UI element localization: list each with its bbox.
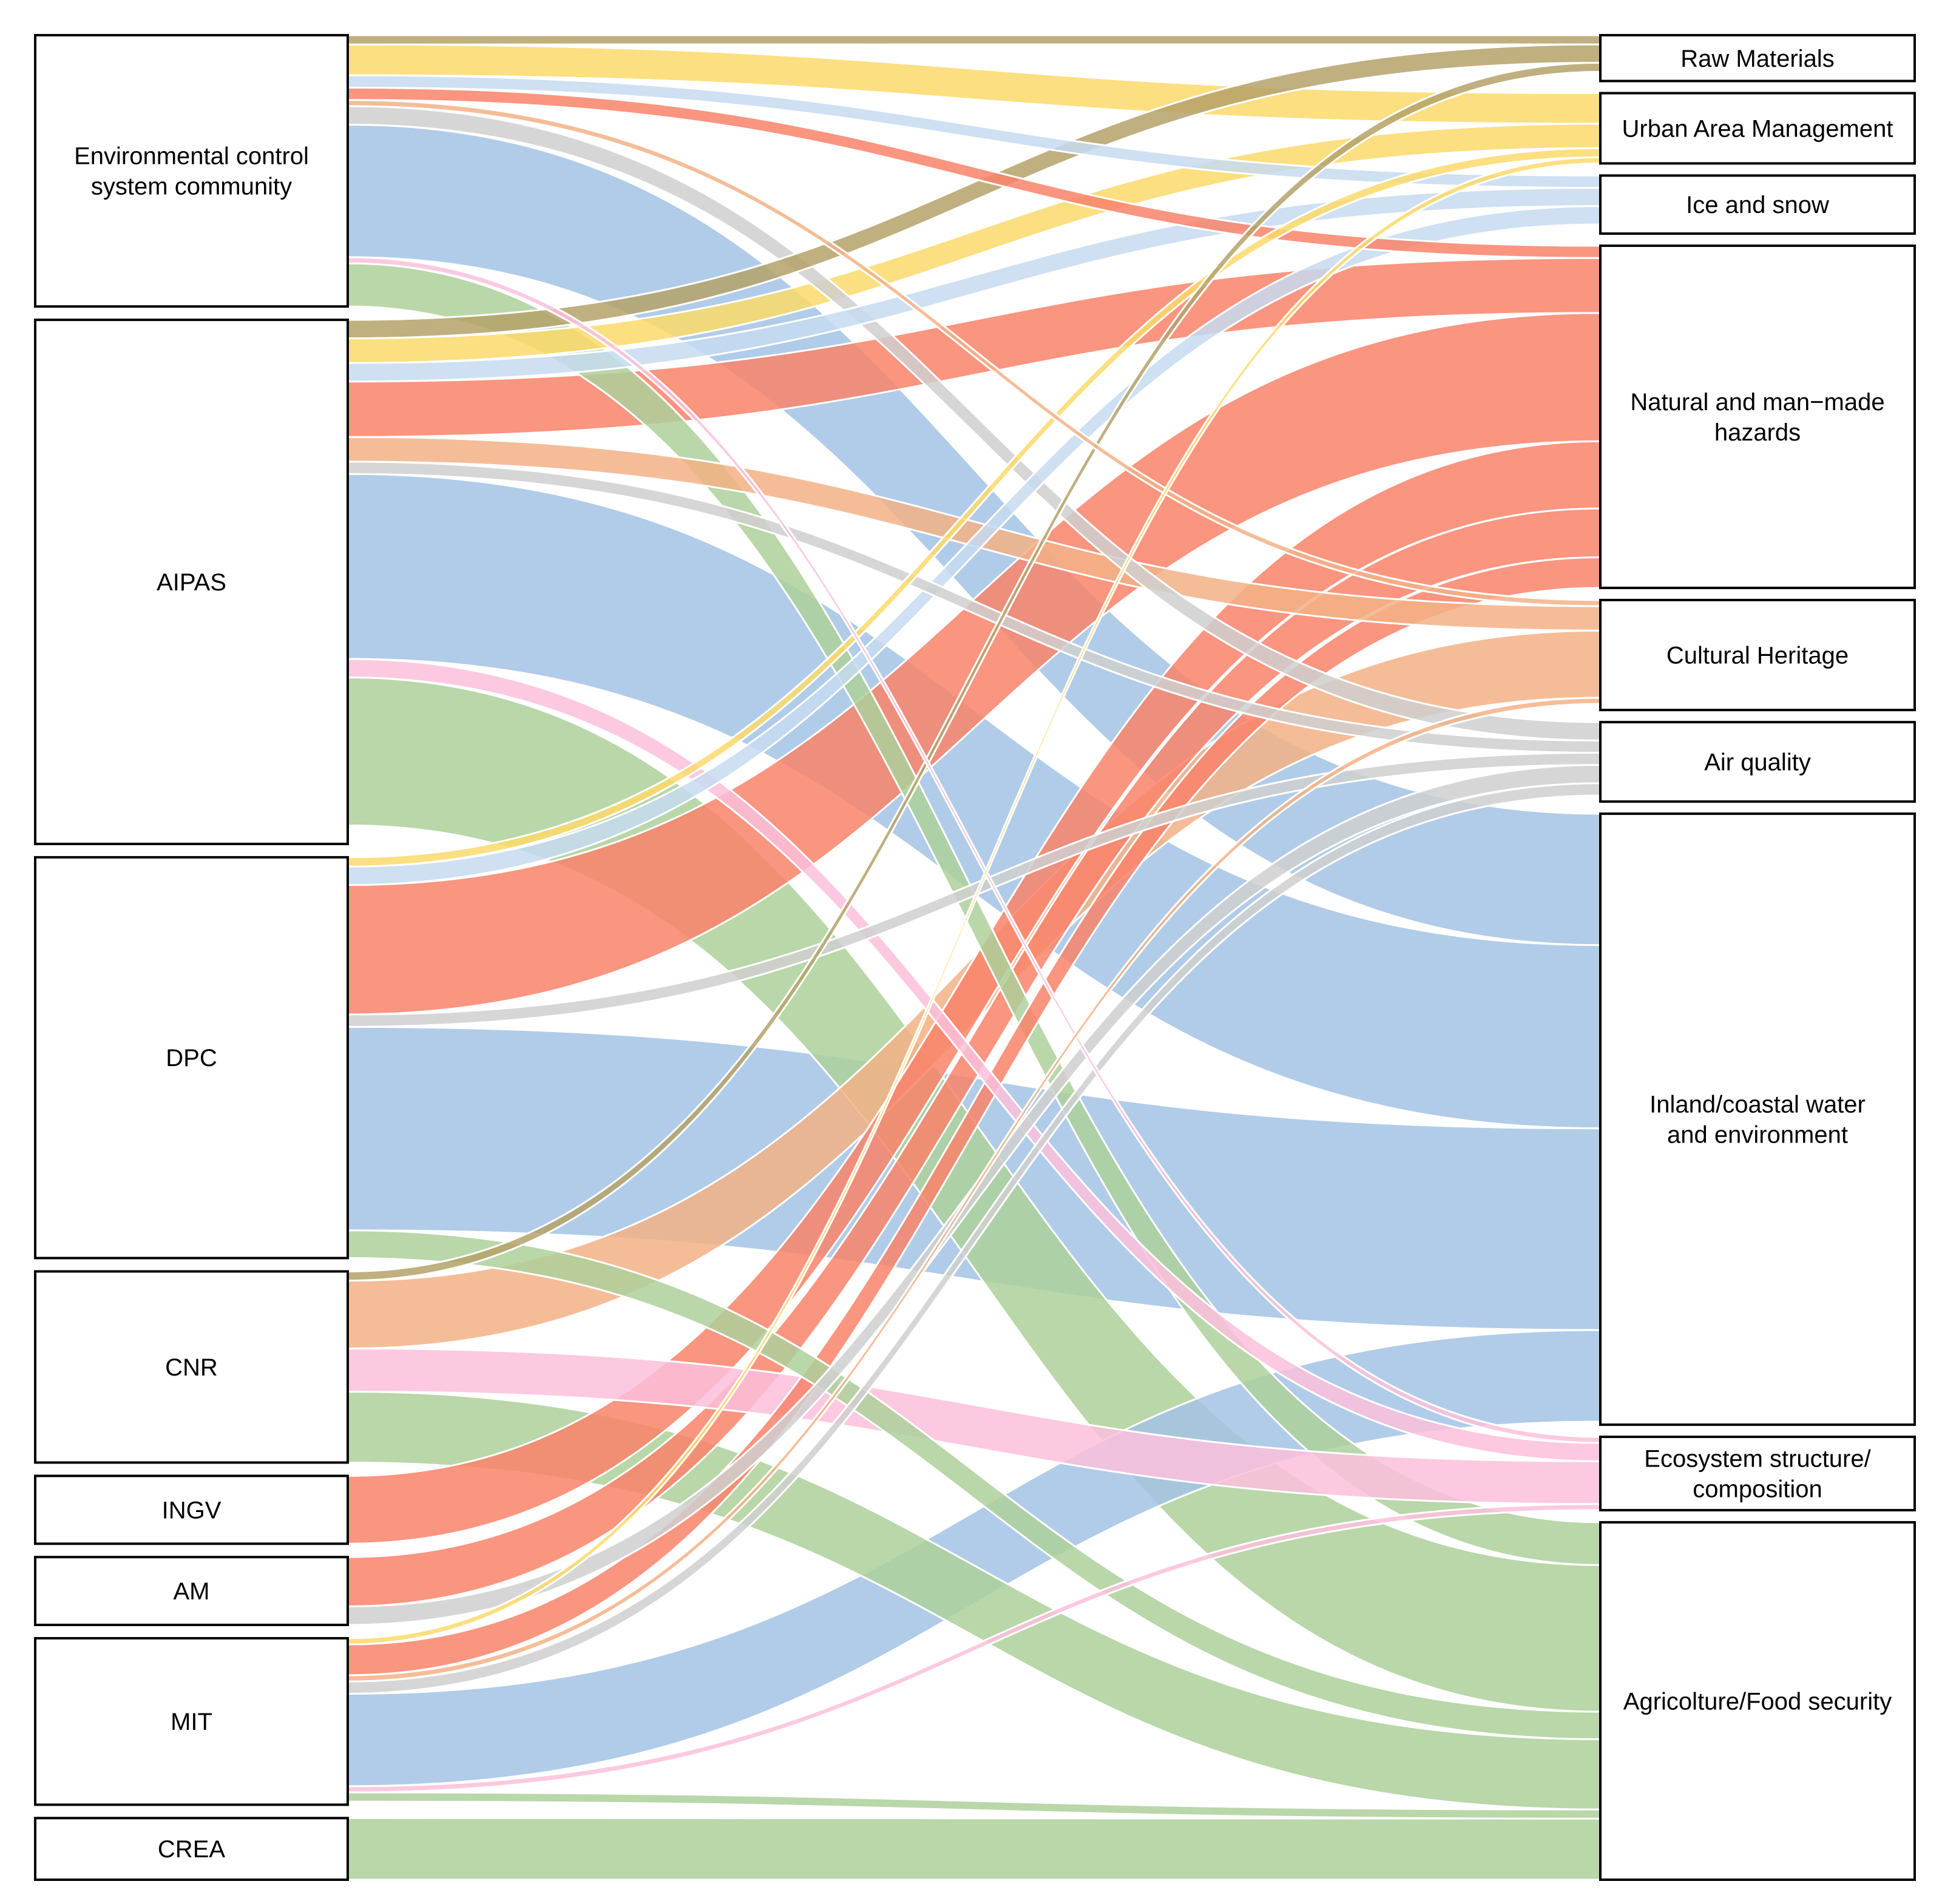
source-node-box-mit — [34, 1637, 349, 1806]
source-node-label-ingv: INGV — [162, 1497, 222, 1524]
target-node-hazards: Natural and man−made hazards — [1599, 244, 1916, 589]
source-node-am: AM — [34, 1556, 349, 1627]
source-node-box-cnr — [34, 1270, 349, 1464]
source-node-label-crea: CREA — [158, 1836, 225, 1863]
target-node-label-agri: Agricolture/Food security — [1623, 1688, 1892, 1715]
target-node-agri: Agricolture/Food security — [1599, 1521, 1916, 1882]
target-node-label-urban: Urban Area Management — [1622, 115, 1893, 142]
target-node-label-hazards: Natural and man−made — [1630, 389, 1884, 416]
source-node-label-dpc: DPC — [166, 1045, 217, 1072]
target-node-air: Air quality — [1599, 721, 1916, 803]
target-node-box-water — [1599, 812, 1916, 1426]
source-node-label-cnr: CNR — [165, 1354, 218, 1381]
target-node-label-raw: Raw Materials — [1680, 46, 1834, 72]
source-node-label-ecsc: system community — [91, 174, 292, 200]
target-node-label-water: Inland/coastal water — [1649, 1092, 1866, 1118]
target-node-raw: Raw Materials — [1599, 34, 1916, 83]
source-node-label-aipas: AIPAS — [157, 569, 226, 596]
target-node-box-raw — [1599, 34, 1916, 83]
source-node-box-dpc — [34, 856, 349, 1260]
source-node-label-am: AM — [174, 1578, 210, 1605]
source-node-crea: CREA — [34, 1817, 349, 1882]
target-node-label-heritage: Cultural Heritage — [1666, 643, 1849, 669]
source-node-box-crea — [34, 1817, 349, 1882]
target-node-box-heritage — [1599, 598, 1916, 712]
source-node-ecsc: Environmental control system community — [34, 34, 349, 308]
target-node-box-air — [1599, 721, 1916, 803]
target-node-urban: Urban Area Management — [1599, 92, 1916, 165]
target-node-label-hazards: hazards — [1714, 419, 1801, 446]
flow-crea-to-agri — [347, 1817, 1602, 1881]
source-node-label-mit: MIT — [171, 1709, 212, 1735]
target-node-water: Inland/coastal water and environment — [1599, 812, 1916, 1426]
source-node-cnr: CNR — [34, 1270, 349, 1464]
source-node-label-ecsc: Environmental control — [74, 143, 309, 170]
target-node-label-ecosystem: composition — [1693, 1476, 1822, 1502]
source-node-box-aipas — [34, 319, 349, 845]
target-node-label-water: and environment — [1667, 1122, 1848, 1149]
source-node-dpc: DPC — [34, 856, 349, 1260]
target-node-box-hazards — [1599, 244, 1916, 589]
target-node-box-ecosystem — [1599, 1436, 1916, 1511]
target-node-label-air: Air quality — [1704, 749, 1811, 776]
flow-ecsc-to-raw — [347, 34, 1602, 46]
source-node-mit: MIT — [34, 1637, 349, 1806]
target-node-ice: Ice and snow — [1599, 174, 1916, 235]
target-node-box-agri — [1599, 1521, 1916, 1882]
target-node-box-urban — [1599, 92, 1916, 165]
target-node-label-ice: Ice and snow — [1686, 192, 1829, 218]
nodes-layer: Environmental control system community AIP… — [34, 34, 1916, 1882]
target-node-label-ecosystem: Ecosystem structure/ — [1644, 1445, 1871, 1472]
source-node-box-ecsc — [34, 34, 349, 308]
target-node-ecosystem: Ecosystem structure/composition — [1599, 1436, 1916, 1511]
source-node-ingv: INGV — [34, 1474, 349, 1545]
source-node-box-am — [34, 1556, 349, 1627]
target-node-heritage: Cultural Heritage — [1599, 598, 1916, 712]
source-node-box-ingv — [34, 1474, 349, 1545]
flows-layer — [347, 34, 1602, 1881]
source-node-aipas: AIPAS — [34, 319, 349, 845]
target-node-box-ice — [1599, 174, 1916, 235]
